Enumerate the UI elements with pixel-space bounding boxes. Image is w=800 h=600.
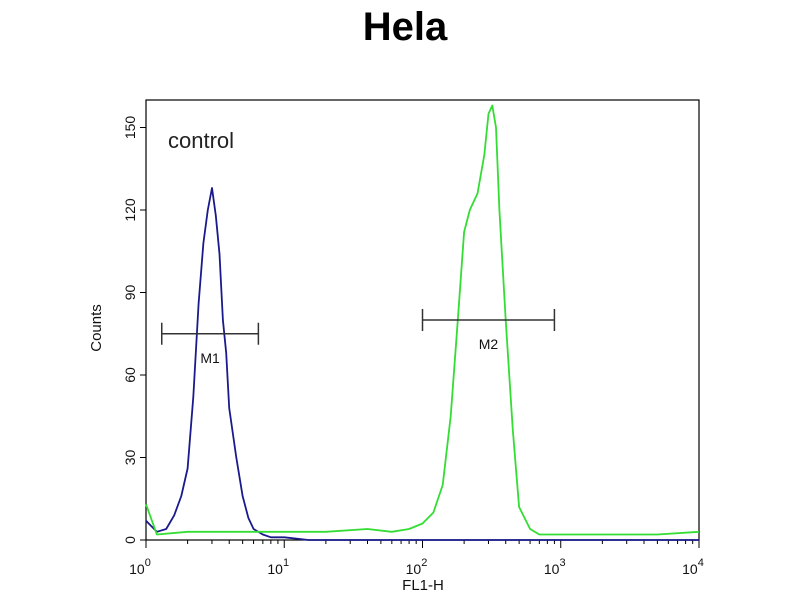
gate-marker-m1: M1 bbox=[161, 322, 260, 366]
sample-histogram-line bbox=[145, 104, 700, 536]
x-tick-label: 101 bbox=[267, 557, 289, 577]
marker-group: M1 M2 bbox=[161, 309, 556, 366]
y-tick-label: 0 bbox=[122, 536, 138, 544]
gate-label: M2 bbox=[479, 336, 499, 352]
y-tick-label: 30 bbox=[122, 450, 138, 466]
y-axis-label: Counts bbox=[88, 304, 105, 352]
x-tick-label: 104 bbox=[682, 557, 704, 577]
control-annotation: control bbox=[168, 128, 234, 153]
control-histogram-line bbox=[145, 187, 699, 541]
gate-label: M1 bbox=[200, 350, 220, 366]
x-axis: 100 101 102 103 104 bbox=[129, 540, 704, 577]
chart-title: Hela bbox=[363, 5, 448, 49]
y-tick-label: 150 bbox=[122, 116, 138, 140]
y-tick-label: 90 bbox=[122, 285, 138, 301]
y-tick-label: 120 bbox=[122, 198, 138, 222]
x-tick-label: 103 bbox=[544, 557, 566, 577]
x-tick-label: 100 bbox=[129, 557, 151, 577]
x-axis-label: FL1-H bbox=[402, 577, 444, 594]
y-tick-label: 60 bbox=[122, 367, 138, 383]
gate-marker-m2: M2 bbox=[421, 309, 556, 352]
y-axis: 0 30 60 90 120 150 bbox=[122, 116, 146, 544]
x-tick-label: 102 bbox=[406, 557, 428, 577]
series-group bbox=[145, 104, 700, 541]
